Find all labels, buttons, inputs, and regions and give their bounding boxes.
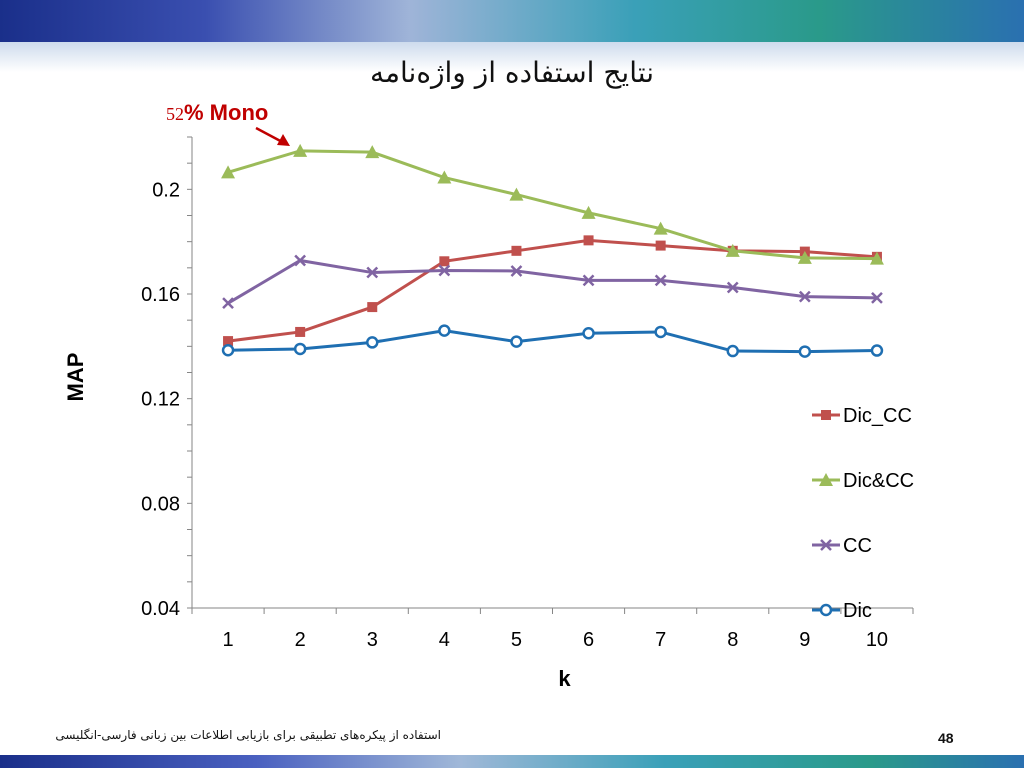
annotation-number: 52 (166, 104, 184, 124)
x-tick-label: 10 (866, 629, 888, 651)
y-tick-label: 0.08 (141, 493, 180, 515)
data-point (511, 245, 522, 256)
y-tick-label: 0.16 (141, 284, 180, 306)
data-point (437, 170, 452, 184)
top-fade (0, 42, 1024, 72)
data-point (510, 335, 523, 348)
data-point (797, 250, 812, 264)
data-point (725, 243, 740, 257)
legend-item: CC (812, 535, 872, 557)
legend-marker (819, 473, 833, 486)
legend-label: Dic (843, 600, 872, 622)
top-decorative-band (0, 0, 1024, 42)
data-point (582, 327, 595, 340)
data-point (654, 274, 667, 287)
data-point (223, 336, 234, 347)
data-point (438, 264, 451, 277)
annotation-text: % Mono (184, 100, 269, 125)
legend-label: CC (843, 535, 872, 557)
footer-text: استفاده از پیکره‌های تطبیقی برای بازیابی… (55, 728, 441, 742)
data-point (869, 251, 884, 265)
data-point (798, 345, 812, 358)
series-CC (222, 254, 883, 310)
chart-legend: Dic_CC Dic&CC CC Dic (812, 405, 914, 622)
series-Dic_CC (223, 235, 882, 347)
data-point (870, 344, 884, 357)
data-point (367, 302, 378, 313)
data-point (438, 324, 451, 337)
data-point (294, 254, 307, 267)
data-point (798, 290, 811, 303)
x-tick-label: 4 (439, 629, 450, 651)
data-point (439, 256, 450, 267)
y-tick-label: 0.2 (152, 179, 180, 201)
data-point (654, 325, 667, 339)
data-point (583, 235, 594, 246)
x-tick-label: 7 (655, 629, 666, 651)
data-point (581, 205, 596, 219)
data-point (366, 266, 379, 279)
series-line (227, 149, 877, 261)
x-tick-label: 6 (583, 629, 594, 651)
data-point (509, 187, 524, 201)
data-point (293, 342, 307, 356)
data-point (222, 297, 234, 310)
annotation-arrowhead (277, 134, 290, 146)
data-point (726, 281, 739, 294)
legend-marker (821, 410, 831, 420)
mono-annotation: 52% Mono (166, 100, 268, 126)
data-point (221, 344, 235, 357)
y-axis-title: MAP (63, 353, 88, 402)
x-axis-title: k (558, 666, 571, 691)
x-tick-label: 8 (727, 629, 738, 651)
x-tick-label: 5 (511, 629, 522, 651)
series-line (228, 329, 877, 354)
y-tick-label: 0.12 (141, 389, 180, 411)
x-tick-label: 3 (367, 629, 378, 651)
data-point (655, 240, 666, 251)
data-point (365, 145, 380, 159)
x-tick-label: 2 (295, 629, 306, 651)
chart-axes: 0.04 0.08 0.12 0.16 0.2 1 2 3 4 5 6 7 8 9 10 k MAP (63, 136, 914, 691)
legend-item: Dic_CC (812, 405, 912, 427)
data-point (871, 292, 883, 304)
legend-item: Dic&CC (812, 470, 914, 492)
series-Dic (221, 324, 884, 358)
series-line (227, 238, 878, 343)
legend-label: Dic_CC (843, 405, 912, 427)
legend-item: Dic (812, 600, 872, 622)
data-point (293, 143, 308, 157)
data-point (582, 274, 595, 287)
x-tick-label: 1 (222, 629, 233, 651)
data-point (295, 326, 306, 337)
chart-series-layer (221, 143, 884, 358)
x-tick-label: 9 (799, 629, 810, 651)
legend-label: Dic&CC (843, 470, 914, 492)
series-line (227, 258, 877, 305)
legend-marker (819, 603, 833, 617)
data-point (510, 265, 523, 277)
page-number: 48 (938, 730, 954, 746)
y-tick-label: 0.04 (141, 598, 180, 620)
data-point (221, 165, 236, 179)
data-point (726, 344, 739, 358)
bottom-decorative-band (0, 755, 1024, 768)
series-Dic&CC (221, 143, 884, 265)
data-point (653, 221, 668, 235)
slide-title: نتایج استفاده از واژه‌نامه (370, 56, 654, 89)
legend-marker (820, 539, 832, 551)
data-point (366, 336, 379, 349)
